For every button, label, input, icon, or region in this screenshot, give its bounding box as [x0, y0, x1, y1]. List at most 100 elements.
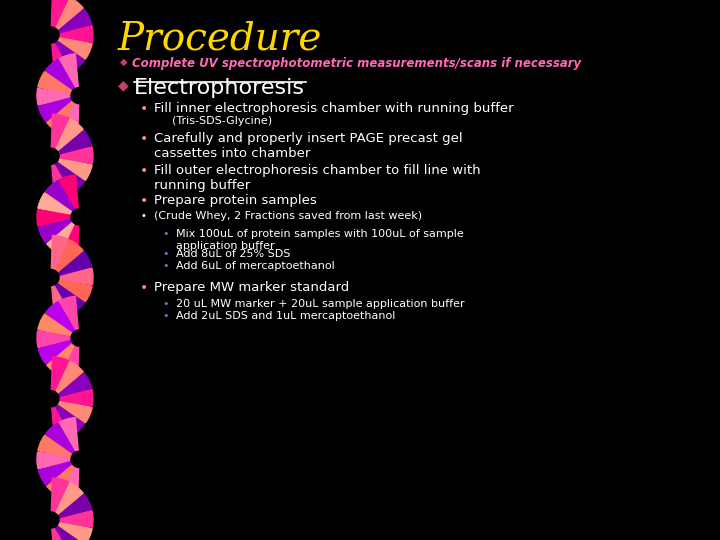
Wedge shape [51, 235, 68, 270]
Wedge shape [58, 252, 91, 275]
Wedge shape [59, 25, 93, 42]
Wedge shape [58, 9, 91, 33]
Wedge shape [55, 40, 84, 71]
Wedge shape [38, 340, 73, 364]
Text: Mix 100uL of protein samples with 100uL of sample
application buffer: Mix 100uL of protein samples with 100uL … [176, 229, 464, 251]
Wedge shape [38, 314, 73, 336]
Wedge shape [55, 525, 84, 540]
Wedge shape [59, 296, 78, 331]
Wedge shape [37, 452, 71, 469]
Wedge shape [59, 510, 93, 527]
Wedge shape [52, 285, 71, 319]
Wedge shape [45, 423, 75, 455]
Wedge shape [55, 403, 84, 435]
Text: Carefully and properly insert PAGE precast gel
cassettes into chamber: Carefully and properly insert PAGE preca… [154, 132, 463, 160]
Wedge shape [37, 331, 71, 348]
Text: •: • [162, 249, 168, 259]
Circle shape [71, 87, 87, 104]
Wedge shape [61, 467, 78, 501]
Text: •: • [140, 281, 148, 295]
Text: •: • [162, 311, 168, 321]
Text: Procedure: Procedure [118, 20, 323, 57]
Wedge shape [52, 163, 71, 198]
Wedge shape [38, 71, 73, 94]
Wedge shape [55, 0, 84, 30]
Text: •: • [140, 102, 148, 116]
Circle shape [43, 148, 59, 164]
Wedge shape [58, 130, 91, 154]
Text: •: • [140, 132, 148, 146]
Wedge shape [38, 462, 73, 485]
Wedge shape [45, 302, 75, 333]
Text: Add 8uL of 25% SDS: Add 8uL of 25% SDS [176, 249, 290, 259]
Wedge shape [51, 0, 68, 28]
Text: •: • [162, 229, 168, 239]
Wedge shape [55, 240, 84, 272]
Text: •: • [140, 211, 146, 221]
Wedge shape [58, 373, 91, 397]
Text: Add 2uL SDS and 1uL mercaptoethanol: Add 2uL SDS and 1uL mercaptoethanol [176, 311, 395, 321]
Circle shape [43, 27, 59, 43]
Circle shape [71, 330, 87, 346]
Text: Prepare MW marker standard: Prepare MW marker standard [154, 281, 349, 294]
Wedge shape [51, 357, 68, 392]
Wedge shape [59, 147, 93, 164]
Wedge shape [38, 435, 73, 458]
Wedge shape [58, 37, 92, 59]
Wedge shape [38, 98, 73, 122]
Wedge shape [55, 282, 84, 314]
Wedge shape [47, 101, 76, 133]
Text: Complete UV spectrophotometric measurements/scans if necessary: Complete UV spectrophotometric measureme… [132, 57, 581, 70]
Text: Electrophoresis: Electrophoresis [134, 78, 305, 98]
Wedge shape [38, 193, 73, 215]
Circle shape [43, 269, 59, 286]
Wedge shape [51, 114, 68, 149]
Wedge shape [59, 417, 78, 453]
Wedge shape [52, 527, 71, 540]
Wedge shape [47, 464, 76, 497]
Wedge shape [58, 158, 92, 180]
Text: •: • [140, 194, 148, 208]
Wedge shape [55, 119, 84, 151]
Wedge shape [58, 494, 91, 518]
Wedge shape [59, 175, 78, 210]
Text: •: • [162, 299, 168, 309]
Wedge shape [47, 222, 76, 254]
Circle shape [71, 451, 87, 468]
Text: 20 uL MW marker + 20uL sample application buffer: 20 uL MW marker + 20uL sample applicatio… [176, 299, 464, 309]
Wedge shape [47, 343, 76, 375]
Wedge shape [55, 483, 84, 515]
Wedge shape [61, 103, 78, 138]
Wedge shape [51, 478, 68, 513]
Wedge shape [37, 210, 71, 226]
Text: (Tris-SDS-Glycine): (Tris-SDS-Glycine) [172, 116, 272, 126]
Wedge shape [61, 224, 78, 259]
Wedge shape [58, 401, 92, 423]
Wedge shape [55, 361, 84, 394]
Circle shape [43, 391, 59, 407]
Wedge shape [45, 180, 75, 212]
Wedge shape [52, 406, 71, 441]
Wedge shape [61, 346, 78, 380]
Wedge shape [38, 219, 73, 243]
Wedge shape [45, 59, 75, 91]
Wedge shape [55, 161, 84, 193]
Circle shape [71, 209, 87, 225]
Wedge shape [59, 268, 93, 285]
Text: ◆: ◆ [120, 57, 127, 67]
Wedge shape [59, 54, 78, 89]
Text: •: • [140, 164, 148, 178]
Wedge shape [52, 42, 71, 77]
Text: Prepare protein samples: Prepare protein samples [154, 194, 317, 207]
Text: ◆: ◆ [118, 78, 129, 92]
Wedge shape [58, 279, 92, 302]
Text: Add 6uL of mercaptoethanol: Add 6uL of mercaptoethanol [176, 261, 335, 271]
Text: •: • [162, 261, 168, 271]
Wedge shape [59, 389, 93, 406]
Circle shape [43, 512, 59, 528]
Wedge shape [58, 522, 92, 540]
Wedge shape [37, 89, 71, 105]
Text: (Crude Whey, 2 Fractions saved from last week): (Crude Whey, 2 Fractions saved from last… [154, 211, 422, 221]
Text: Fill outer electrophoresis chamber to fill line with
running buffer: Fill outer electrophoresis chamber to fi… [154, 164, 481, 192]
Text: Fill inner electrophoresis chamber with running buffer: Fill inner electrophoresis chamber with … [154, 102, 513, 115]
